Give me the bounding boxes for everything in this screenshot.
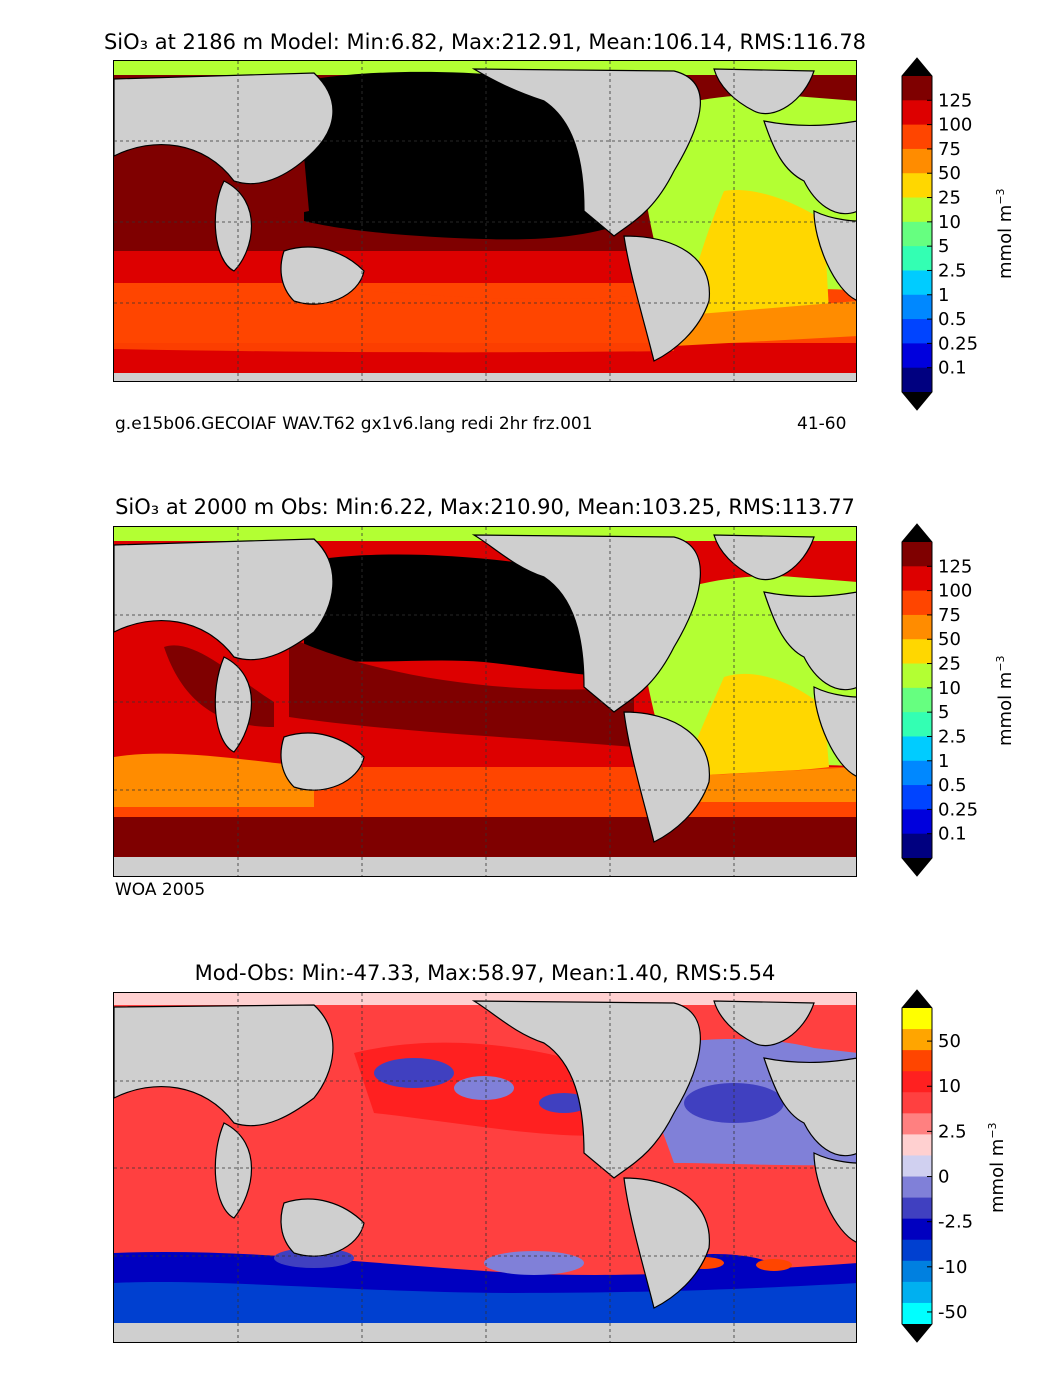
panel-3-colorbar: 50 10 2.5 0 -2.5 -10 -50 [901,989,973,1343]
cbar2-band [902,712,932,737]
model-silicate-map [114,61,856,381]
cbar3-band [902,1134,932,1156]
cbar3-tick-label: 0 [938,1167,949,1188]
cbar1-tick-label: 50 [938,163,961,184]
colorbar-main-scale-2: 125 100 75 50 25 10 5 2.5 1 0.5 0.25 0.1 [901,523,978,877]
panel-1-title: SiO₃ at 2186 m Model: Min:6.82, Max:212.… [103,30,867,54]
cbar2-band [902,566,932,592]
panel-1-colorbar: 125 100 75 50 25 10 5 2.5 1 0.5 0.25 0.1 [901,57,978,411]
cbar3-band [902,1239,932,1262]
cbar1-tick-label: 0.1 [938,358,967,379]
cbar1-tick-label: 100 [938,115,972,136]
panel-3-title: Mod-Obs: Min:-47.33, Max:58.97, Mean:1.4… [194,961,776,985]
cbar2-band [902,614,932,640]
cbar3-band [902,1092,932,1114]
cbar1-band [902,367,932,393]
cbar2-band [902,639,932,665]
panel-2-map [113,526,857,877]
cbar3-under-arrow [902,1324,932,1342]
cbar2-band [902,833,932,859]
cbar2-band [902,785,932,810]
cbar2-band [902,590,932,616]
cbar3-band [902,1050,932,1072]
cbar2-band [902,663,932,689]
cbar3-over-arrow [902,990,932,1008]
cbar2-tick-label: 0.1 [938,824,967,845]
cbar2-band [902,542,932,567]
cbar1-under-arrow [902,392,932,410]
cbar2-tick-label: 0.25 [938,799,978,820]
cbar3-band [902,1155,932,1178]
panel-2-caption-left: WOA 2005 [115,880,206,900]
cbar1-band [902,270,932,296]
cbar1-band [902,124,932,150]
diff-silicate-map [114,993,856,1342]
panel-3-map [113,992,857,1343]
colorbar-main-scale: 125 100 75 50 25 10 5 2.5 1 0.5 0.25 0.1 [901,57,978,411]
obs-silicate-map [114,527,856,876]
cbar3-band [902,1260,932,1283]
cbar1-band [902,221,932,247]
cbar1-band [902,148,932,174]
cbar1-tick-label: 0.5 [938,309,967,330]
cbar1-tick-label: 2.5 [938,260,967,281]
cbar1-band [902,76,932,101]
cbar3-band [902,1281,932,1304]
panel-1-map [113,60,857,382]
panel-2-colorbar: 125 100 75 50 25 10 5 2.5 1 0.5 0.25 0.1 [901,523,978,877]
cbar2-tick-label: 5 [938,702,949,723]
cbar2-tick-label: 100 [938,581,972,602]
cbar2-tick-label: 10 [938,678,961,699]
panel-1-colorbar-units: mmol m−3 [994,188,1016,279]
cbar2-tick-label: 75 [938,605,961,626]
cbar2-tick-label: 125 [938,556,972,577]
cbar1-tick-label: 5 [938,236,949,257]
cbar3-tick-label: 2.5 [938,1121,967,1142]
cbar1-over-arrow [902,58,932,76]
cbar1-tick-label: 75 [938,139,961,160]
cbar1-band [902,173,932,199]
cbar1-band [902,319,932,344]
cbar2-tick-label: 25 [938,654,961,675]
cbar3-tick-label: 50 [938,1031,961,1052]
cbar3-tick-label: -50 [938,1302,967,1323]
cbar3-tick-label: -2.5 [938,1212,973,1233]
panel-2-colorbar-units: mmol m−3 [994,655,1016,746]
cbar2-band [902,687,932,713]
cbar3-tick-label: -10 [938,1257,967,1278]
cbar3-band [902,1008,932,1030]
cbar2-tick-label: 2.5 [938,726,967,747]
panel-2-title: SiO₃ at 2000 m Obs: Min:6.22, Max:210.90… [115,495,855,519]
cbar2-tick-label: 1 [938,751,949,772]
cbar3-band [902,1218,932,1241]
cbar1-band [902,100,932,126]
cbar1-band [902,294,932,320]
cbar2-under-arrow [902,858,932,876]
panel-3-colorbar-units: mmol m−3 [986,1122,1008,1213]
cbar3-band [902,1113,932,1135]
cbar3-band [902,1029,932,1051]
cbar3-band [902,1197,932,1220]
colorbar-diff-scale: 50 10 2.5 0 -2.5 -10 -50 [901,989,973,1343]
cbar1-tick-label: 125 [938,90,972,111]
cbar2-band [902,809,932,835]
cbar3-band [902,1302,932,1325]
cbar1-band [902,343,932,369]
cbar1-tick-label: 0.25 [938,333,978,354]
panel-1-caption-left: g.e15b06.GECOIAF WAV.T62 gx1v6.lang redi… [115,414,593,434]
cbar1-band [902,197,932,223]
cbar1-tick-label: 10 [938,212,961,233]
cbar2-band [902,736,932,762]
cbar2-band [902,760,932,786]
cbar1-tick-label: 1 [938,285,949,306]
panel-1-caption-right: 41-60 [797,414,847,434]
cbar3-band [902,1071,932,1093]
cbar2-tick-label: 50 [938,629,961,650]
cbar3-tick-label: 10 [938,1076,961,1097]
cbar1-band [902,246,932,271]
cbar2-tick-label: 0.5 [938,775,967,796]
cbar1-tick-label: 25 [938,188,961,209]
cbar2-over-arrow [902,524,932,542]
cbar3-band [902,1176,932,1199]
